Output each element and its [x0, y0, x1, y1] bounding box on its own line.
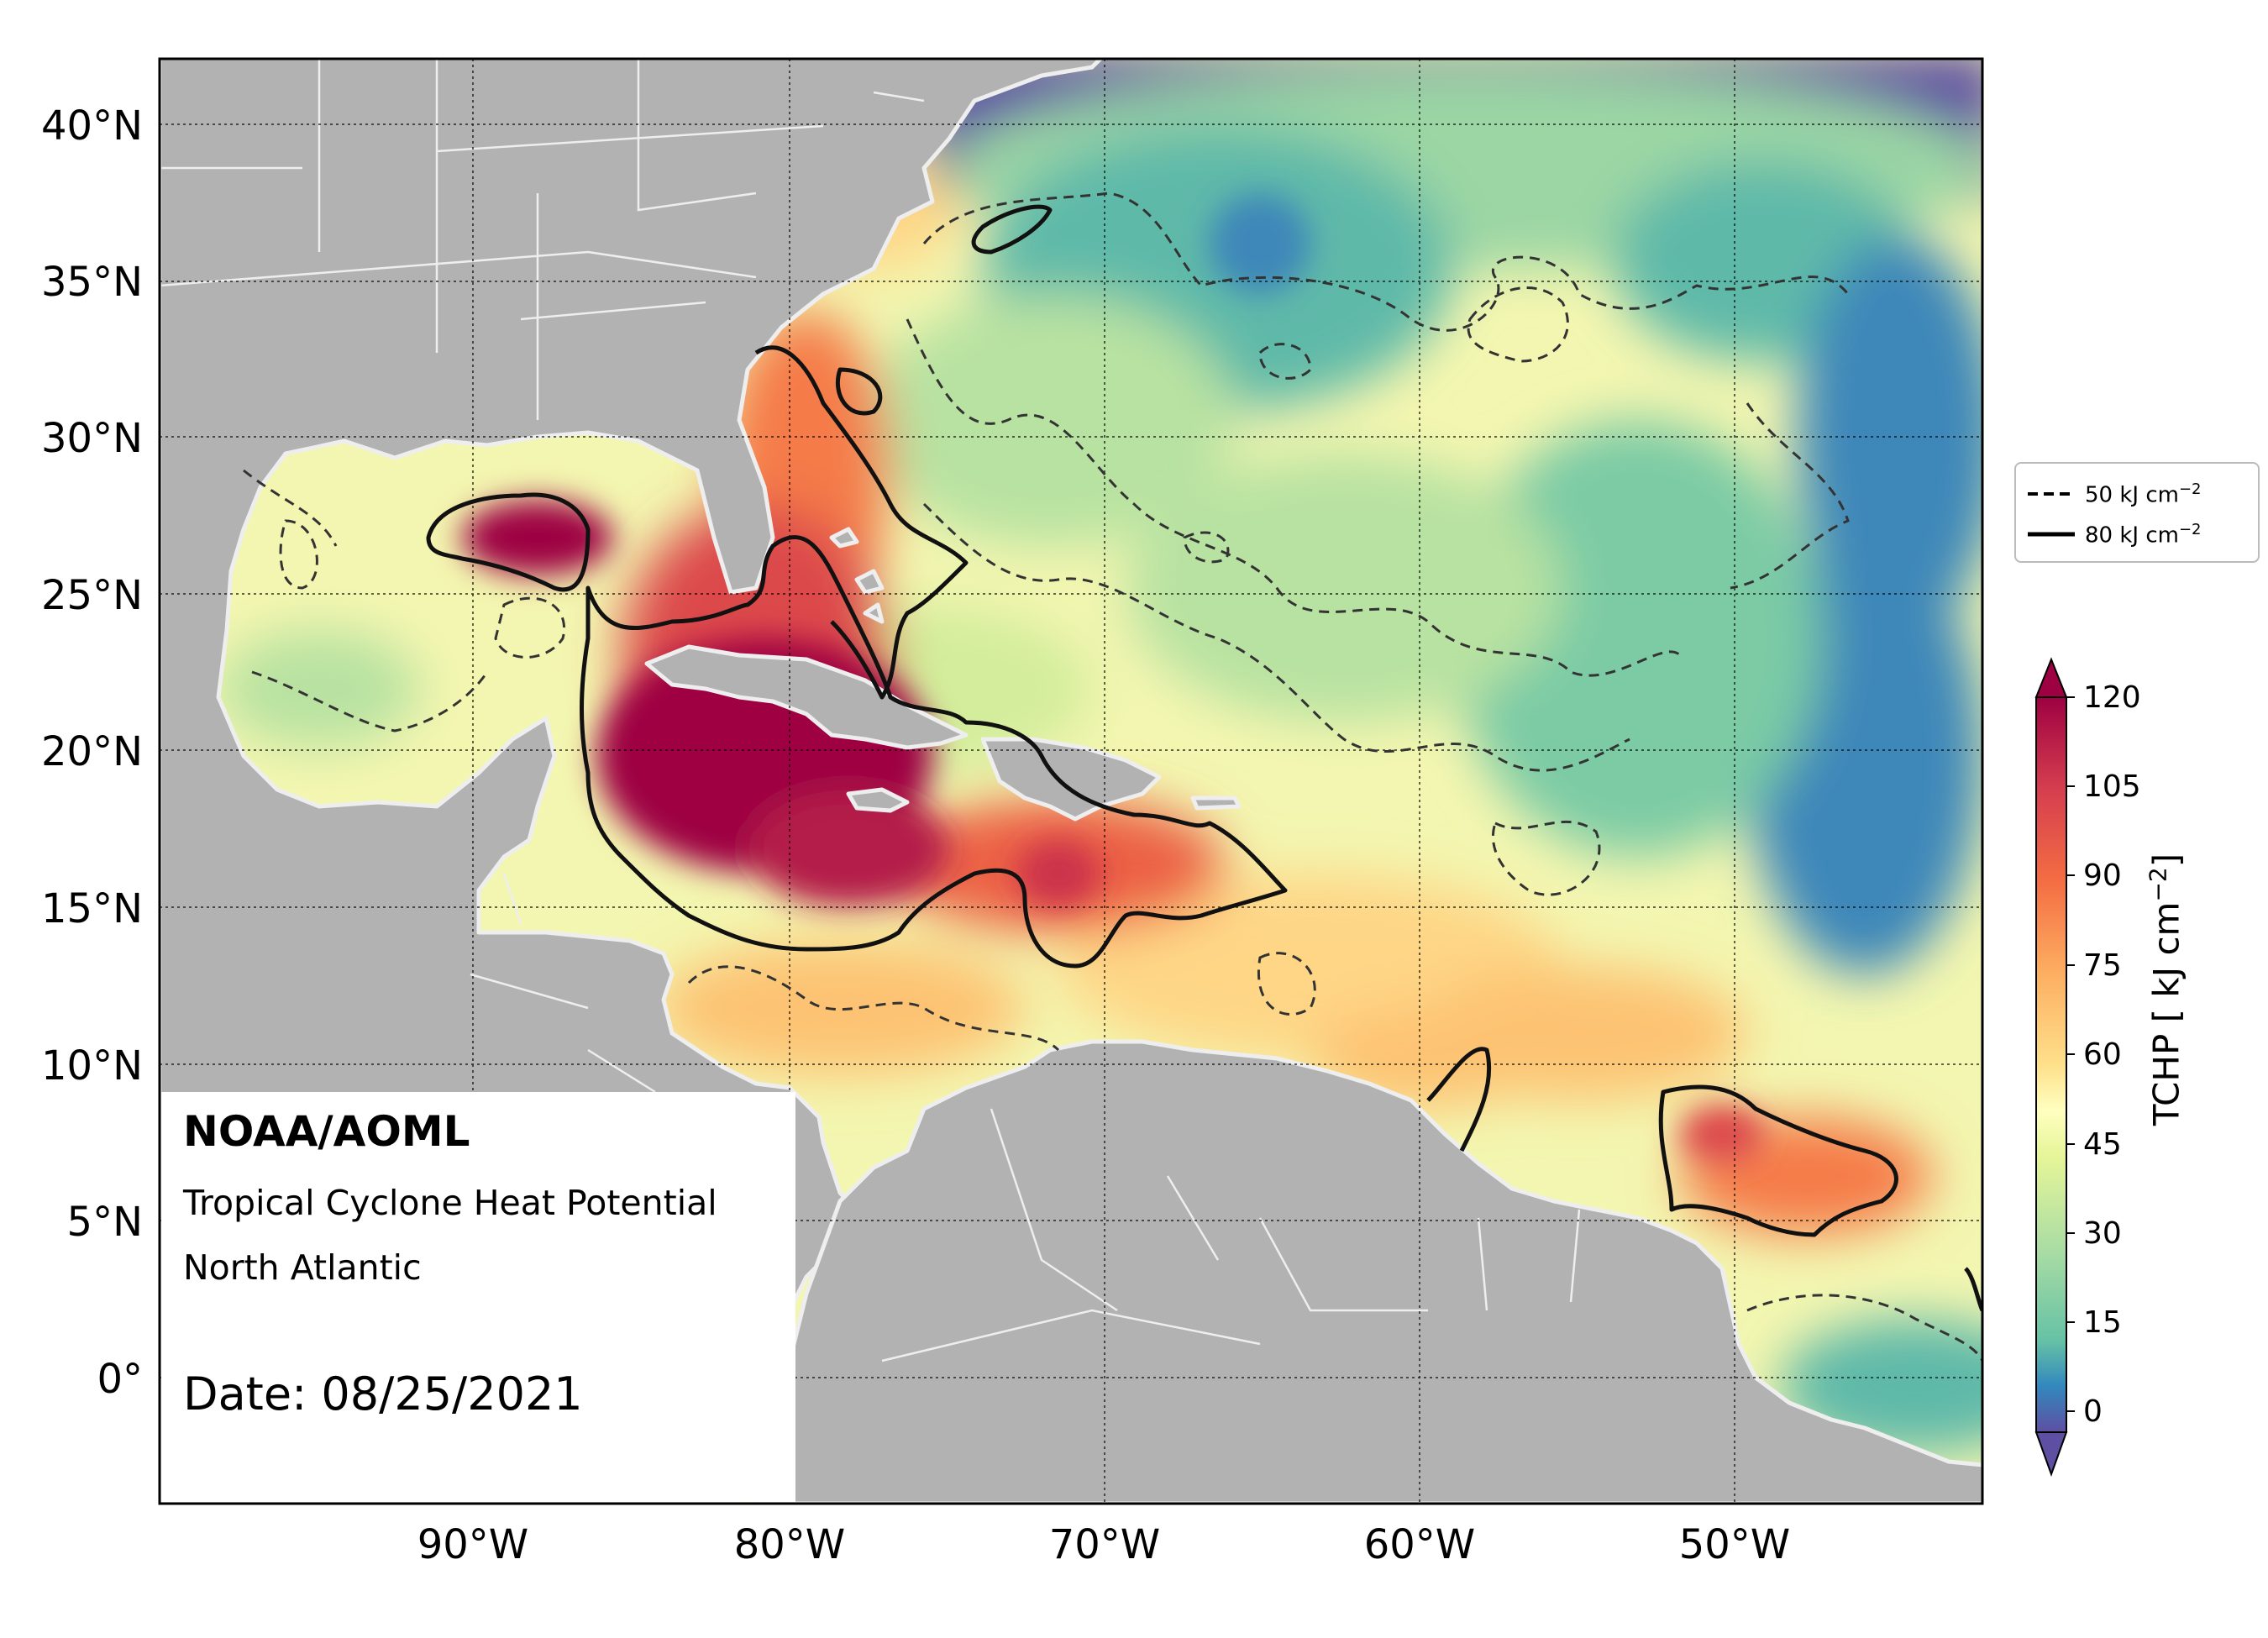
south-america-landmass [753, 1039, 1982, 1504]
lat-tick-5n: 5°N [67, 1199, 143, 1246]
contour-80-florida [754, 345, 969, 700]
legend-label-80: 80 kJ cm−2 [2085, 520, 2202, 549]
legend-item-80: 80 kJ cm−2 [2028, 517, 2202, 551]
cbar-tick-75: 75 [2083, 948, 2122, 983]
contour-80-atlantic-east [1658, 1084, 1898, 1237]
cbar-tick-60: 60 [2083, 1037, 2122, 1072]
lat-tick-0: 0° [97, 1356, 143, 1403]
colorbar-extend-top [2034, 657, 2068, 698]
lon-labels: 90°W 80°W 70°W 60°W 50°W [417, 1521, 1791, 1568]
jamaica [846, 787, 910, 813]
contour-legend: 50 kJ cm−2 80 kJ cm−2 [2014, 462, 2260, 563]
solid-line-icon [2028, 532, 2075, 537]
lon-tick-50w: 50°W [1679, 1521, 1791, 1568]
contour-80-gulf [426, 492, 591, 592]
colorbar-label: TCHP [ kJ cm−2] [2144, 853, 2187, 1126]
lat-tick-20n: 20°N [41, 728, 143, 775]
map-frame [158, 57, 1984, 1505]
cbar-tick-105: 105 [2083, 769, 2141, 804]
lat-tick-30n: 30°N [41, 415, 143, 462]
cbar-tick-30: 30 [2083, 1216, 2122, 1251]
lat-labels: 40°N 35°N 30°N 25°N 20°N 15°N 10°N 5°N 0… [41, 102, 143, 1403]
cbar-tick-45: 45 [2083, 1127, 2122, 1162]
lon-tick-60w: 60°W [1364, 1521, 1476, 1568]
legend-label-50: 50 kJ cm−2 [2085, 480, 2202, 508]
legend-item-50: 50 kJ cm−2 [2028, 477, 2202, 511]
colorbar-extend-bottom [2034, 1431, 2068, 1477]
lon-tick-70w: 70°W [1049, 1521, 1161, 1568]
contour-80-carolina [971, 204, 1053, 255]
agency-title: NOAA/AOML [183, 1107, 470, 1156]
lat-tick-40n: 40°N [41, 102, 143, 150]
dashed-line-icon [2028, 492, 2075, 496]
info-box [161, 1092, 795, 1502]
lon-tick-90w: 90°W [417, 1521, 529, 1568]
contour-80-guiana [1426, 1047, 1492, 1152]
cuba [644, 644, 969, 750]
date-label: Date: 08/25/2021 [183, 1368, 583, 1420]
product-name: Tropical Cyclone Heat Potential [183, 1183, 717, 1223]
lat-tick-25n: 25°N [41, 572, 143, 619]
cbar-tick-90: 90 [2083, 858, 2122, 893]
cbar-tick-120: 120 [2083, 680, 2141, 715]
region-name: North Atlantic [183, 1247, 422, 1288]
contour-80-caribbean [580, 535, 1288, 969]
contour-50 [243, 192, 1982, 1362]
puerto-rico [1190, 795, 1242, 811]
lon-tick-80w: 80°W [734, 1521, 846, 1568]
cbar-tick-15: 15 [2083, 1305, 2122, 1340]
lat-tick-35n: 35°N [41, 259, 143, 306]
lat-tick-15n: 15°N [41, 885, 143, 932]
lat-tick-10n: 10°N [41, 1042, 143, 1089]
cbar-tick-0: 0 [2083, 1394, 2103, 1429]
colorbar-body [2035, 696, 2067, 1433]
colorbar: 120 105 90 75 60 45 30 15 0 [2034, 657, 2141, 1477]
bahamas-islands [829, 527, 885, 624]
contour-80-bahamas [835, 367, 883, 416]
